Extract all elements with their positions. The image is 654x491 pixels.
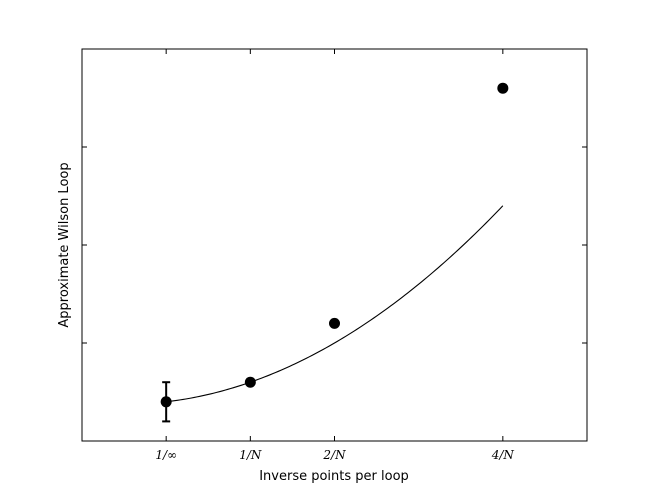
- y-axis-label: Approximate Wilson Loop: [57, 162, 72, 327]
- y-ticks: [82, 146, 587, 344]
- x-ticks: 1/∞ 1/N 2/N 4/N: [155, 49, 514, 462]
- data-point-3: [497, 82, 509, 94]
- x-tick-label-2: 2/N: [322, 448, 346, 462]
- data-points: [160, 82, 509, 408]
- x-tick-label-3: 4/N: [491, 448, 515, 462]
- data-point-0: [160, 396, 172, 408]
- x-tick-label-0: 1/∞: [155, 448, 177, 462]
- data-point-2: [329, 317, 340, 329]
- plot-frame: [81, 48, 588, 442]
- data-point-1: [244, 376, 256, 388]
- fit-curve: [166, 205, 504, 403]
- plot-area: 1/∞ 1/N 2/N 4/N: [81, 48, 588, 462]
- x-tick-label-1: 1/N: [239, 448, 262, 462]
- x-axis-label: Inverse points per loop: [259, 469, 409, 484]
